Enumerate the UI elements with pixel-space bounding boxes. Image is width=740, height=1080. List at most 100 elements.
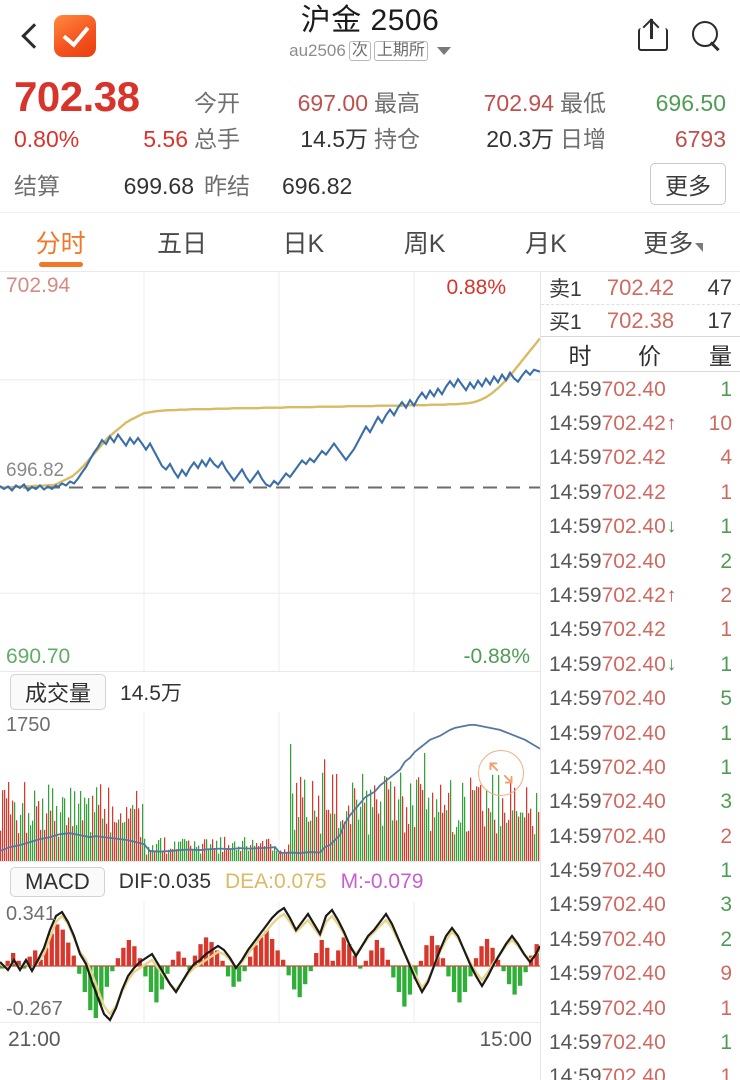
expand-arrows-icon[interactable] — [478, 750, 524, 796]
macd-indicator-chip[interactable]: MACD — [10, 867, 105, 897]
share-icon[interactable] — [638, 18, 668, 51]
tick-price: 702.42 — [601, 446, 666, 470]
volume-chart[interactable]: 1750 — [0, 712, 540, 862]
orderbook-row-ask1[interactable]: 卖1 702.42 47 — [541, 272, 740, 305]
tick-volume: 1 — [720, 1065, 732, 1080]
tick-row: 14:59 702.42 ↑ 10 — [541, 407, 740, 441]
time-axis: 21:00 15:00 — [0, 1022, 540, 1056]
tick-time: 14:59 — [549, 515, 602, 539]
tick-time: 14:59 — [549, 549, 602, 573]
tick-volume: 1 — [720, 377, 732, 401]
tab-more[interactable]: 更多 — [607, 224, 740, 260]
tick-volume: 5 — [720, 687, 732, 711]
back-icon[interactable] — [18, 19, 44, 53]
tick-volume: 3 — [720, 893, 732, 917]
time-axis-end: 15:00 — [479, 1027, 532, 1051]
tick-price: 702.40 — [601, 652, 666, 676]
charts-column: 702.94 696.82 690.70 0.88% -0.88% 成交量 14… — [0, 272, 540, 1080]
open-value: 697.00 — [297, 90, 368, 116]
tick-time: 14:59 — [549, 583, 602, 607]
tab-monthly-k[interactable]: 月K — [525, 230, 567, 258]
tick-price: 702.40 — [601, 755, 666, 779]
tick-row: 14:59 702.40 3 — [541, 888, 740, 922]
tick-row: 14:59 702.40 3 — [541, 785, 740, 819]
instrument-code: au2506 — [289, 41, 346, 60]
open-interest-line — [0, 724, 540, 854]
macd-dif-line — [0, 906, 540, 1022]
tick-price: 702.40 — [601, 790, 666, 814]
tab-weekly-k[interactable]: 周K — [403, 230, 446, 258]
tick-time: 14:59 — [549, 446, 602, 470]
volume-total: 14.5万 — [120, 682, 182, 705]
tick-price: 702.40 — [601, 859, 666, 883]
daily-increase-value: 6793 — [674, 126, 726, 152]
high-cell: 最高 702.94 — [374, 84, 560, 118]
tick-price: 702.40 — [601, 996, 666, 1020]
tick-volume: 10 — [708, 412, 732, 436]
tick-volume: 1 — [720, 721, 732, 745]
tick-volume: 1 — [720, 480, 732, 504]
arrow-down-icon: ↓ — [666, 653, 677, 675]
tick-volume: 2 — [720, 927, 732, 951]
high-value: 702.94 — [483, 90, 554, 116]
tick-time: 14:59 — [549, 1065, 602, 1080]
title-block: 沪金 2506 au2506 次 上期所 — [0, 4, 740, 61]
tick-row: 14:59 702.40 1 — [541, 1060, 740, 1080]
search-icon[interactable] — [692, 21, 722, 51]
tick-table-header: 时 价 量 — [541, 337, 740, 373]
more-button[interactable]: 更多 — [650, 163, 726, 205]
tick-volume: 1 — [720, 1031, 732, 1055]
macd-axis-max: 0.341 — [6, 903, 57, 925]
settlement-cell: 结算 699.68 — [14, 167, 204, 201]
tick-row: 14:59 702.42 1 — [541, 476, 740, 510]
tick-list[interactable]: 14:59 702.40 1 14:59 702.42 ↑ 10 14:59 702.42 4 14… — [541, 372, 740, 1080]
tick-time: 14:59 — [549, 927, 602, 951]
tick-row: 14:59 702.40 2 — [541, 820, 740, 854]
orderbook-row-bid1[interactable]: 买1 702.38 17 — [541, 305, 740, 338]
tick-time: 14:59 — [549, 652, 602, 676]
content-area: 702.94 696.82 690.70 0.88% -0.88% 成交量 14… — [0, 272, 740, 1080]
macd-chart-svg — [0, 902, 540, 1022]
macd-dea-line — [0, 912, 540, 1016]
triangle-down-icon — [695, 242, 704, 252]
tick-header-price: 价 — [638, 343, 661, 370]
open-interest-label: 持仓 — [374, 126, 420, 152]
tick-price: 702.42 — [601, 583, 666, 607]
volume-label: 总手 — [194, 126, 240, 152]
change-cell: 0.80% 5.56 — [14, 126, 194, 153]
tab-five-day[interactable]: 五日 — [156, 230, 207, 258]
instrument-subtitle[interactable]: au2506 次 上期所 — [0, 41, 740, 61]
bid1-price: 702.38 — [606, 307, 675, 333]
tick-volume: 1 — [720, 652, 732, 676]
top-navigation-bar: 沪金 2506 au2506 次 上期所 — [0, 0, 740, 72]
prev-settlement-cell: 昨结 696.82 — [204, 167, 414, 201]
low-cell: 最低 696.50 — [560, 84, 726, 118]
tick-price: 702.40 — [601, 1065, 666, 1080]
macd-chart[interactable]: 0.341 -0.267 — [0, 902, 540, 1022]
tick-row: 14:59 702.40 1 — [541, 991, 740, 1025]
tick-price: 702.40 — [601, 927, 666, 951]
top-nav-actions — [638, 18, 722, 51]
tick-header-time: 时 — [568, 343, 592, 370]
tick-row: 14:59 702.40 1 — [541, 716, 740, 750]
tick-volume: 2 — [720, 824, 732, 848]
price-axis-low: 690.70 — [6, 645, 71, 668]
bid1-qty: 17 — [707, 307, 732, 333]
tick-price: 702.40 — [601, 515, 666, 539]
tick-row: 14:59 702.40 2 — [541, 544, 740, 578]
chevron-down-icon[interactable] — [436, 47, 451, 55]
volume-value: 14.5万 — [300, 126, 368, 152]
tab-intraday[interactable]: 分时 — [0, 213, 121, 271]
bid1-label: 买1 — [549, 310, 582, 334]
tab-daily-k[interactable]: 日K — [282, 230, 325, 258]
open-label: 今开 — [194, 90, 240, 116]
time-axis-start: 21:00 — [8, 1027, 61, 1051]
tick-time: 14:59 — [549, 618, 602, 642]
app-logo-check-icon[interactable] — [54, 15, 96, 57]
tick-price: 702.42 — [601, 412, 666, 436]
macd-axis-min: -0.267 — [6, 998, 63, 1020]
tick-row: 14:59 702.40 1 — [541, 854, 740, 888]
intraday-price-chart[interactable]: 702.94 696.82 690.70 0.88% -0.88% — [0, 272, 540, 672]
volume-indicator-chip[interactable]: 成交量 — [10, 674, 107, 710]
price-average-line — [0, 337, 540, 489]
